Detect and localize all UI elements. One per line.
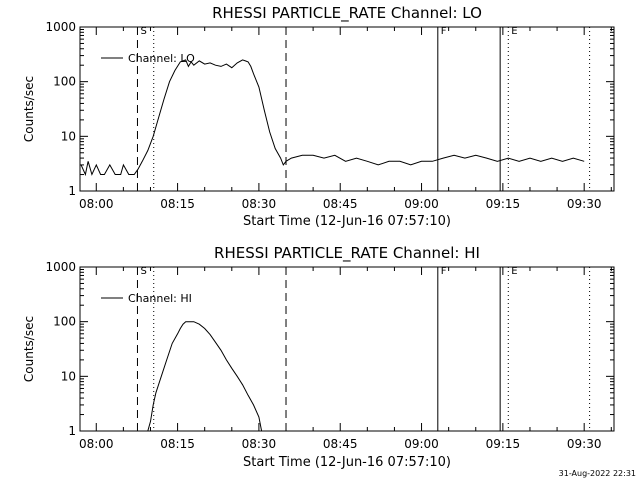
x-tick-label-08:00: 08:00 (79, 197, 114, 211)
y-tick-label-1000: 1000 (45, 260, 76, 274)
x-tick-label-09:00: 09:00 (404, 437, 439, 451)
legend-label-lo: Channel: LO (128, 52, 195, 65)
x-tick-label-09:15: 09:15 (486, 197, 521, 211)
x-axis-ticks-hi: 08:00 08:15 08:30 08:45 09:00 09:15 09:30 (79, 267, 612, 451)
y-tick-label-1: 1 (68, 424, 76, 438)
y-axis-label-hi: Counts/sec (22, 316, 36, 382)
x-tick-label-09:15: 09:15 (486, 437, 521, 451)
x-tick-label-09:00: 09:00 (404, 197, 439, 211)
marker-label-S: S (140, 26, 146, 37)
x-tick-label-08:15: 08:15 (160, 197, 195, 211)
marker-label-F: F (441, 26, 447, 37)
panel-lo: RHESSI PARTICLE_RATE Channel: LO Counts/… (22, 4, 615, 229)
y-tick-label-1000: 1000 (45, 20, 76, 34)
x-tick-label-08:45: 08:45 (323, 437, 358, 451)
x-axis-label-hi: Start Time (12-Jun-16 07:57:10) (243, 455, 451, 470)
chart-title-hi: RHESSI PARTICLE_RATE Channel: HI (214, 244, 480, 263)
x-tick-label-08:15: 08:15 (160, 437, 195, 451)
series-line-lo (80, 59, 585, 177)
x-tick-label-08:30: 08:30 (242, 437, 277, 451)
date-stamp: 31-Aug-2022 22:31 (559, 469, 636, 478)
panel-hi: RHESSI PARTICLE_RATE Channel: HI Counts/… (22, 244, 615, 470)
x-tick-label-08:45: 08:45 (323, 197, 358, 211)
y-axis-ticks-lo: 1 10 100 1000 (45, 20, 614, 198)
y-tick-label-100: 100 (53, 75, 76, 89)
marker-label-S: S (140, 266, 146, 277)
x-tick-label-08:00: 08:00 (79, 437, 114, 451)
x-axis-label-lo: Start Time (12-Jun-16 07:57:10) (243, 214, 451, 229)
plot-frame-lo (79, 26, 615, 192)
y-axis-label-lo: Counts/sec (22, 76, 36, 142)
y-tick-label-1: 1 (68, 184, 76, 198)
y-tick-label-100: 100 (53, 315, 76, 329)
y-axis-ticks-hi: 1 10 100 1000 (45, 260, 614, 438)
x-tick-label-09:30: 09:30 (567, 197, 602, 211)
x-axis-ticks-lo: 08:00 08:15 08:30 08:45 09:00 09:15 09:30 (79, 27, 612, 211)
marker-label-E: E (511, 26, 517, 37)
x-tick-label-08:30: 08:30 (242, 197, 277, 211)
marker-label-F: F (441, 266, 447, 277)
plot-frame-hi (79, 266, 615, 432)
series-line-hi (147, 321, 263, 432)
chart-title-lo: RHESSI PARTICLE_RATE Channel: LO (212, 4, 482, 23)
y-tick-label-10: 10 (61, 369, 76, 383)
x-tick-label-09:30: 09:30 (567, 437, 602, 451)
legend-label-hi: Channel: HI (128, 292, 192, 305)
marker-label-E: E (511, 266, 517, 277)
y-tick-label-10: 10 (61, 129, 76, 143)
